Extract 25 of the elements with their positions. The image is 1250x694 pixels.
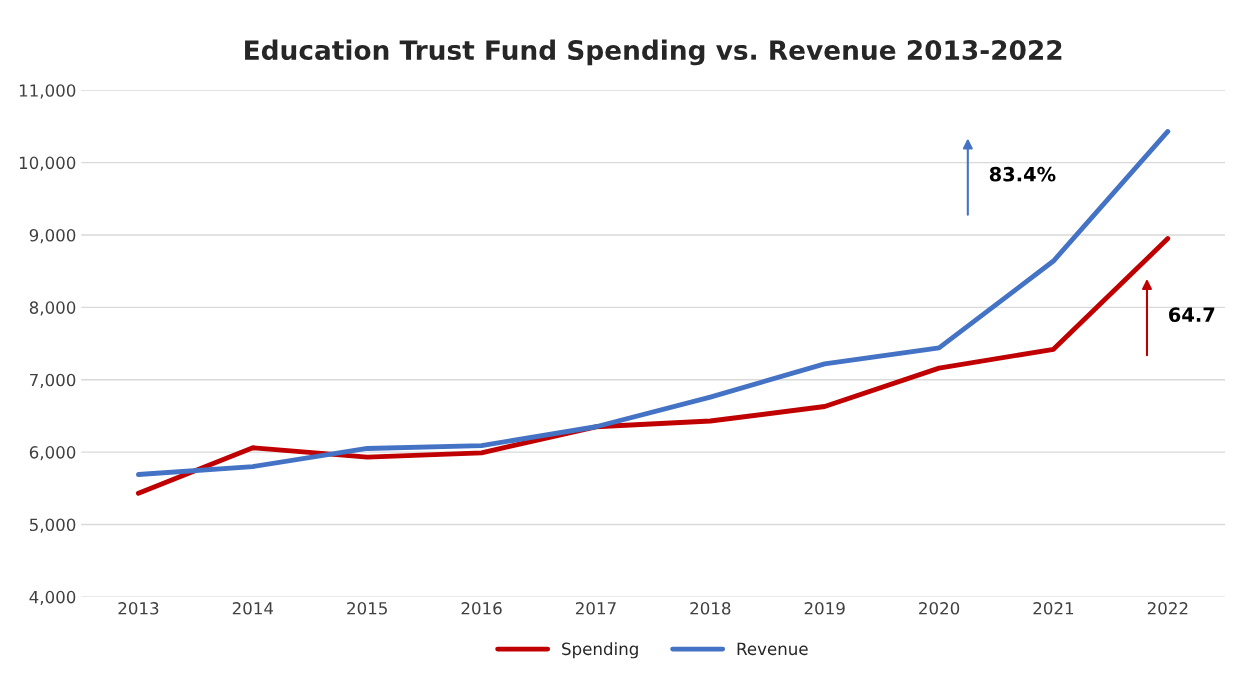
y-tick-label: 8,000 <box>29 301 76 316</box>
annotation: 83.4% <box>989 166 1056 182</box>
x-tick-label: 2021 <box>1033 602 1074 615</box>
y-tick-label: 7,000 <box>30 373 76 388</box>
line-series <box>136 129 1171 477</box>
x-tick-label: 2014 <box>232 602 274 615</box>
x-tick-label: 2019 <box>804 602 845 615</box>
x-tick-label: 2022 <box>1147 602 1188 615</box>
y-tick-label: 4,000 <box>29 590 76 606</box>
chart-title: Education Trust Fund Spending vs. Revenue 2013-2022 <box>245 39 1062 66</box>
legend-label: Spending <box>562 642 638 659</box>
y-tick-label: 10,000 <box>19 156 76 171</box>
line-series <box>136 236 1171 496</box>
annotation: 64.7 <box>1169 307 1215 323</box>
x-tick-label: 2017 <box>575 602 616 615</box>
x-tick-label: 2016 <box>461 602 502 615</box>
x-tick-label: 2015 <box>347 602 387 615</box>
x-tick-label: 2020 <box>919 602 960 615</box>
y-tick-label: 9,000 <box>29 228 76 244</box>
x-tick-label: 2013 <box>118 602 159 615</box>
x-tick-label: 2018 <box>690 602 731 615</box>
y-tick-label: 5,000 <box>29 518 76 533</box>
y-tick-label: 6,000 <box>29 446 76 461</box>
legend-label: Revenue <box>737 642 808 656</box>
y-tick-label: 11,000 <box>19 84 76 99</box>
